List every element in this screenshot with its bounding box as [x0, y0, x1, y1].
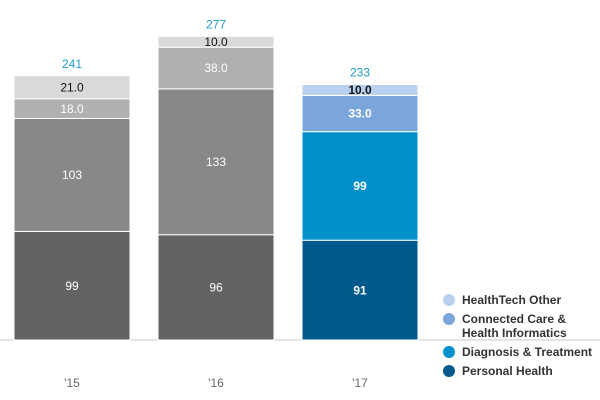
legend-marker: [443, 313, 455, 325]
value-label: 18.0: [60, 102, 84, 116]
legend-marker: [443, 294, 455, 306]
bar-segment: [157, 88, 275, 236]
legend-label: Diagnosis & Treatment: [462, 345, 593, 359]
legend-item: Personal Health: [441, 364, 599, 378]
bar-segment: [13, 75, 131, 100]
value-label: 10.0: [204, 35, 228, 49]
total-label: 233: [350, 66, 370, 80]
value-label: 91: [353, 283, 367, 297]
bar-segment: [157, 46, 275, 90]
legend-item: Diagnosis & Treatment: [441, 345, 599, 359]
legend-marker: [443, 365, 455, 377]
value-label: 33.0: [348, 107, 372, 121]
bar-segment: [301, 94, 419, 133]
legend-item: Connected Care & Health Informatics: [441, 312, 599, 340]
value-label: 10.0: [348, 83, 372, 97]
total-label: 277: [206, 17, 226, 31]
legend-label: Connected Care & Health Informatics: [462, 312, 567, 340]
value-label: 99: [353, 179, 367, 193]
x-tick-label: '15: [64, 376, 80, 390]
bar-segment: [13, 117, 131, 232]
value-label: 38.0: [204, 61, 228, 75]
legend-item: HealthTech Other: [441, 293, 599, 307]
bar-segment: [301, 239, 419, 341]
legend: HealthTech Other Connected Care & Health …: [441, 293, 599, 383]
bar-segment: [157, 35, 275, 48]
legend-marker: [443, 346, 455, 358]
value-label: 99: [65, 279, 79, 293]
value-label: 96: [209, 281, 223, 295]
x-tick-label: '16: [208, 376, 224, 390]
total-label: 241: [62, 57, 82, 71]
bar-segment: [301, 83, 419, 96]
legend-label: HealthTech Other: [462, 293, 562, 307]
x-tick-label: '17: [352, 376, 368, 390]
value-label: 103: [62, 168, 82, 182]
legend-label: Personal Health: [462, 364, 553, 378]
bar-segment: [157, 234, 275, 341]
value-label: 21.0: [60, 80, 84, 94]
value-label: 133: [206, 155, 226, 169]
bar-segment: [13, 230, 131, 341]
